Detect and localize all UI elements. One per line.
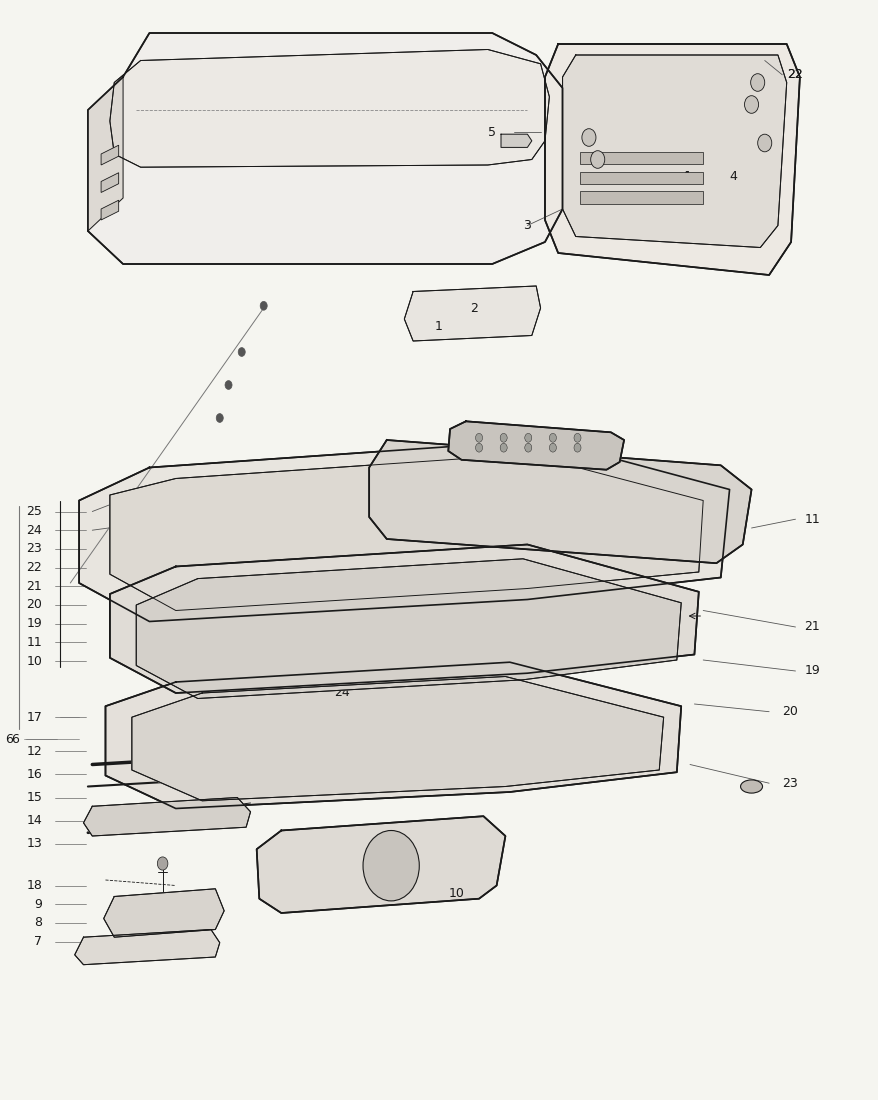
Polygon shape bbox=[88, 33, 562, 264]
Circle shape bbox=[475, 443, 482, 452]
Circle shape bbox=[500, 443, 507, 452]
Text: 11: 11 bbox=[803, 513, 819, 526]
Text: 21: 21 bbox=[803, 620, 819, 634]
Polygon shape bbox=[132, 676, 663, 801]
Text: 8: 8 bbox=[34, 916, 42, 930]
Circle shape bbox=[750, 74, 764, 91]
Text: 16: 16 bbox=[26, 768, 42, 781]
Circle shape bbox=[744, 96, 758, 113]
Text: 19: 19 bbox=[803, 664, 819, 678]
Polygon shape bbox=[136, 559, 680, 698]
Text: 4: 4 bbox=[729, 169, 737, 183]
Circle shape bbox=[524, 433, 531, 442]
Circle shape bbox=[581, 129, 595, 146]
Text: 19: 19 bbox=[26, 617, 42, 630]
Polygon shape bbox=[101, 173, 119, 192]
Polygon shape bbox=[101, 145, 119, 165]
Text: 23: 23 bbox=[781, 777, 797, 790]
Circle shape bbox=[225, 381, 232, 389]
Text: 9: 9 bbox=[34, 898, 42, 911]
Polygon shape bbox=[448, 421, 623, 470]
Text: 20: 20 bbox=[26, 598, 42, 612]
Circle shape bbox=[757, 134, 771, 152]
Text: 13: 13 bbox=[26, 837, 42, 850]
Polygon shape bbox=[83, 798, 250, 836]
Circle shape bbox=[500, 433, 507, 442]
Polygon shape bbox=[75, 930, 220, 965]
Polygon shape bbox=[105, 662, 680, 808]
Circle shape bbox=[590, 151, 604, 168]
Circle shape bbox=[363, 830, 419, 901]
Text: 15: 15 bbox=[26, 791, 42, 804]
Text: 21: 21 bbox=[26, 580, 42, 593]
Polygon shape bbox=[79, 440, 729, 621]
Text: 14: 14 bbox=[26, 814, 42, 827]
Polygon shape bbox=[110, 50, 549, 167]
Text: 4: 4 bbox=[680, 169, 689, 183]
Ellipse shape bbox=[739, 780, 761, 793]
Text: 7: 7 bbox=[34, 935, 42, 948]
Text: 22: 22 bbox=[786, 68, 802, 81]
Text: 2: 2 bbox=[470, 301, 478, 315]
Polygon shape bbox=[110, 544, 698, 693]
Text: 20: 20 bbox=[781, 705, 797, 718]
Text: 6: 6 bbox=[11, 733, 19, 746]
Polygon shape bbox=[544, 44, 799, 275]
Text: 10: 10 bbox=[448, 887, 464, 900]
Text: car  parts: car parts bbox=[274, 554, 393, 579]
Polygon shape bbox=[579, 172, 702, 184]
Text: 24: 24 bbox=[26, 524, 42, 537]
Text: 11: 11 bbox=[26, 636, 42, 649]
Text: 22: 22 bbox=[786, 68, 802, 81]
Text: scuderia: scuderia bbox=[207, 502, 460, 554]
Polygon shape bbox=[256, 816, 505, 913]
Polygon shape bbox=[562, 55, 786, 248]
Polygon shape bbox=[104, 889, 224, 937]
Circle shape bbox=[157, 857, 168, 870]
Text: 24: 24 bbox=[334, 686, 349, 700]
Circle shape bbox=[549, 433, 556, 442]
Circle shape bbox=[216, 414, 223, 422]
Text: 17: 17 bbox=[26, 711, 42, 724]
Text: 23: 23 bbox=[26, 542, 42, 556]
Circle shape bbox=[573, 433, 580, 442]
Text: 25: 25 bbox=[26, 505, 42, 518]
Text: 12: 12 bbox=[26, 745, 42, 758]
Text: 5: 5 bbox=[487, 125, 495, 139]
Circle shape bbox=[524, 443, 531, 452]
Text: 18: 18 bbox=[26, 879, 42, 892]
Polygon shape bbox=[579, 152, 702, 164]
Polygon shape bbox=[369, 440, 751, 563]
Polygon shape bbox=[579, 191, 702, 204]
Circle shape bbox=[238, 348, 245, 356]
Text: 10: 10 bbox=[26, 654, 42, 668]
Text: 3: 3 bbox=[522, 219, 530, 232]
Polygon shape bbox=[88, 77, 123, 231]
Text: 25: 25 bbox=[579, 477, 595, 491]
Polygon shape bbox=[110, 454, 702, 610]
Polygon shape bbox=[101, 200, 119, 220]
Circle shape bbox=[549, 443, 556, 452]
Polygon shape bbox=[404, 286, 540, 341]
Text: 1: 1 bbox=[435, 320, 443, 333]
Circle shape bbox=[475, 433, 482, 442]
Text: 6: 6 bbox=[5, 733, 13, 746]
Circle shape bbox=[260, 301, 267, 310]
Text: 22: 22 bbox=[26, 561, 42, 574]
Circle shape bbox=[573, 443, 580, 452]
Polygon shape bbox=[500, 134, 531, 147]
